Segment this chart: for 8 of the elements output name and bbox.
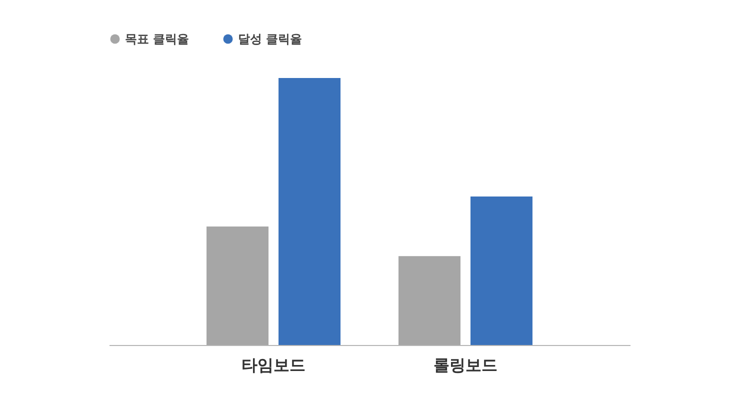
- x-tick-label: 롤링보드: [433, 356, 498, 374]
- bar: [206, 226, 269, 345]
- legend-label: 목표 클릭율: [125, 32, 190, 46]
- legend-label: 달성 클릭율: [238, 32, 302, 46]
- bar: [278, 78, 341, 345]
- x-tick-label: 타임보드: [242, 356, 306, 374]
- bar: [470, 196, 532, 345]
- bar: [398, 256, 460, 345]
